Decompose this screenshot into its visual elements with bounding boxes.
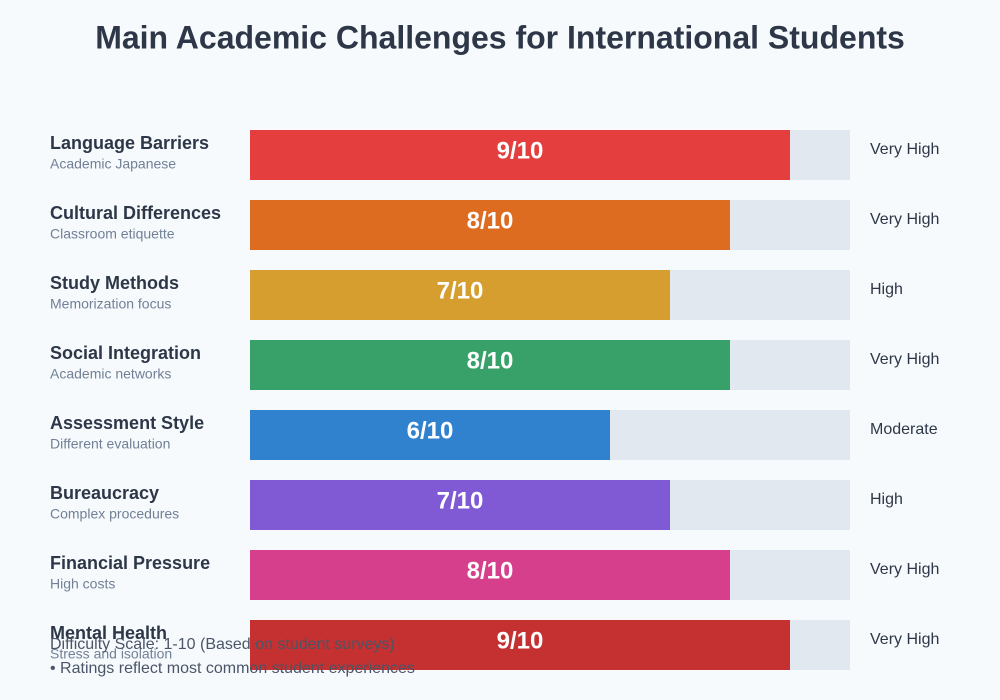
bar [250, 550, 730, 600]
value-label: 8/10 [467, 347, 514, 374]
footnote: Difficulty Scale: 1-10 (Based on student… [50, 636, 395, 653]
value-label: 7/10 [437, 277, 484, 304]
category-label: Financial Pressure [50, 553, 210, 573]
category-label: Language Barriers [50, 133, 209, 153]
bar [250, 620, 790, 670]
bar [250, 410, 610, 460]
category-subtitle: Academic networks [50, 366, 171, 382]
category-subtitle: Complex procedures [50, 506, 179, 522]
level-label: High [870, 281, 903, 298]
level-label: Moderate [870, 421, 938, 438]
value-label: 8/10 [467, 557, 514, 584]
value-label: 9/10 [497, 137, 544, 164]
category-subtitle: Memorization focus [50, 296, 171, 312]
category-subtitle: Different evaluation [50, 436, 170, 452]
chart-title: Main Academic Challenges for Internation… [95, 19, 905, 55]
category-label: Bureaucracy [50, 483, 159, 503]
bar [250, 270, 670, 320]
value-label: 8/10 [467, 207, 514, 234]
category-label: Assessment Style [50, 413, 204, 433]
bar [250, 480, 670, 530]
bar [250, 130, 790, 180]
level-label: Very High [870, 211, 939, 228]
level-label: High [870, 491, 903, 508]
value-label: 6/10 [407, 417, 454, 444]
category-subtitle: Classroom etiquette [50, 226, 175, 242]
level-label: Very High [870, 141, 939, 158]
level-label: Very High [870, 561, 939, 578]
category-subtitle: Academic Japanese [50, 156, 176, 172]
value-label: 9/10 [497, 627, 544, 654]
level-label: Very High [870, 631, 939, 648]
bar [250, 340, 730, 390]
category-label: Study Methods [50, 273, 179, 293]
category-subtitle: High costs [50, 576, 115, 592]
value-label: 7/10 [437, 487, 484, 514]
category-subtitle: Stress and isolation [50, 646, 172, 662]
bar [250, 200, 730, 250]
category-label: Social Integration [50, 343, 201, 363]
category-label: Cultural Differences [50, 203, 221, 223]
footnote: • Ratings reflect most common student ex… [50, 660, 415, 677]
category-label: Mental Health [50, 623, 167, 643]
level-label: Very High [870, 351, 939, 368]
